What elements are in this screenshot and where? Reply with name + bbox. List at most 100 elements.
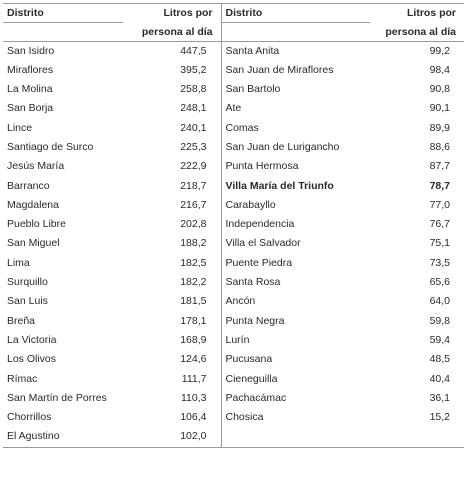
district-left-cell: Chorrillos <box>7 411 52 424</box>
liters-left-cell: 110,3 <box>181 391 207 404</box>
table-row: Surquillo 182,2 Santa Rosa 65,6 <box>3 273 464 293</box>
liters-right-cell: 59,4 <box>429 333 450 346</box>
district-right-cell: Independencia <box>220 215 370 235</box>
district-right-cell: Ancón <box>220 292 370 312</box>
district-right-cell: Punta Hermosa <box>220 157 370 177</box>
table-row: Rímac 111,7 Cieneguilla 40,4 <box>3 369 464 389</box>
table-row: San Miguel 188,2 Villa el Salvador 75,1 <box>3 234 464 254</box>
district-right-cell: San Bartolo <box>220 80 370 100</box>
table-header: Distrito Litros por Distrito Litros por … <box>3 3 464 42</box>
header-liters-right-line1: Litros por <box>370 3 464 23</box>
district-right-cell: Carabayllo <box>220 195 370 216</box>
liters-left-cell: 106,4 <box>180 411 207 424</box>
header-district-left: Distrito <box>3 3 123 23</box>
district-right-cell <box>220 427 370 448</box>
liters-right-cell: 64,0 <box>429 295 450 308</box>
table-row: San Luis 181,5 Ancón 64,0 <box>3 292 464 312</box>
liters-left-cell: 168,9 <box>180 333 207 346</box>
water-consumption-table: Distrito Litros por Distrito Litros por … <box>3 3 464 448</box>
district-right-cell: Puente Piedra <box>220 253 370 274</box>
table-row: Miraflores 395,2 San Juan de Miraflores 98,… <box>3 60 464 81</box>
table-row: Santiago de Surco 225,3 San Juan de Luriga… <box>3 137 464 158</box>
district-right-cell: Punta Negra <box>220 311 370 331</box>
district-right-cell: Santa Anita <box>220 41 370 61</box>
table-row: Los Olivos 124,6 Pucusana 48,5 <box>3 350 464 370</box>
header-district-left-blank <box>3 22 123 42</box>
liters-left-cell: 447,5 <box>180 44 207 57</box>
district-left-cell: Barranco <box>7 179 50 192</box>
district-left-cell: San Isidro <box>7 44 55 57</box>
liters-left-cell: 202,8 <box>180 218 207 231</box>
table-row: Barranco 218,7 Villa María del Triunfo 78,7 <box>3 176 464 196</box>
district-right-cell: Lurín <box>220 330 370 351</box>
table-body: San Isidro 447,5 Santa Anita 99,2 Miraflores… <box>3 41 464 448</box>
district-left-cell: San Borja <box>7 102 54 115</box>
district-left-cell: San Martín de Porres <box>7 391 107 404</box>
liters-right-cell: 87,7 <box>429 160 450 173</box>
district-right-cell: Pucusana <box>220 350 370 370</box>
liters-left-cell: 222,9 <box>180 160 207 173</box>
district-left-cell: Pueblo Libre <box>7 218 66 231</box>
table-row: San Borja 248,1 Ate 90,1 <box>3 99 464 119</box>
header-liters-left-line1: Litros por <box>123 3 221 23</box>
liters-left-cell: 225,3 <box>180 140 207 153</box>
liters-left-cell: 240,1 <box>180 121 207 134</box>
district-right-cell: San Juan de Lurigancho <box>220 137 370 158</box>
district-left-cell: Lince <box>7 121 33 134</box>
district-right-cell: Chosica <box>220 408 370 428</box>
district-right-cell: San Juan de Miraflores <box>220 60 370 81</box>
liters-right-cell: 76,7 <box>429 218 450 231</box>
liters-left-cell: 216,7 <box>180 198 207 211</box>
liters-left-cell: 395,2 <box>180 63 207 76</box>
header-district-right: Distrito <box>220 3 370 23</box>
district-right-cell: Villa el Salvador <box>220 234 370 254</box>
liters-left-cell: 181,5 <box>180 295 207 308</box>
liters-right-cell: 36,1 <box>429 391 450 404</box>
header-district-right-blank <box>220 22 370 42</box>
district-left-cell: La Molina <box>7 83 53 96</box>
liters-right-cell: 15,2 <box>429 411 450 424</box>
header-liters-left-line2: persona al día <box>123 22 221 42</box>
liters-right-cell: 78,7 <box>429 179 450 192</box>
district-left-cell: La Victoria <box>7 333 57 346</box>
liters-right-cell <box>370 427 464 448</box>
district-left-cell: Rímac <box>7 372 38 385</box>
liters-left-cell: 111,7 <box>181 372 207 385</box>
liters-right-cell: 88,6 <box>429 140 450 153</box>
liters-right-cell: 77,0 <box>429 198 450 211</box>
district-right-cell: Cieneguilla <box>220 369 370 389</box>
table-row: La Molina 258,8 San Bartolo 90,8 <box>3 80 464 100</box>
table-row: Lince 240,1 Comas 89,9 <box>3 118 464 138</box>
liters-right-cell: 75,1 <box>429 237 450 250</box>
liters-right-cell: 59,8 <box>429 314 450 327</box>
liters-right-cell: 90,8 <box>429 83 450 96</box>
district-left-cell: San Luis <box>7 295 48 308</box>
district-right-cell: Pachacámac <box>220 388 370 409</box>
district-left-cell: Surquillo <box>7 276 48 289</box>
district-right-cell: Comas <box>220 118 370 138</box>
liters-left-cell: 178,1 <box>180 314 207 327</box>
table-row: Chorrillos 106,4 Chosica 15,2 <box>3 408 464 428</box>
liters-left-cell: 102,0 <box>123 427 221 448</box>
liters-right-cell: 65,6 <box>429 276 450 289</box>
liters-right-cell: 89,9 <box>429 121 450 134</box>
table-row: Pueblo Libre 202,8 Independencia 76,7 <box>3 215 464 235</box>
district-left-cell: Santiago de Surco <box>7 140 94 153</box>
liters-left-cell: 182,5 <box>180 256 207 269</box>
liters-right-cell: 90,1 <box>429 102 450 115</box>
district-left-cell: San Miguel <box>7 237 60 250</box>
table-row: Magdalena 216,7 Carabayllo 77,0 <box>3 195 464 216</box>
district-left-cell: Jesús María <box>7 160 65 173</box>
table-row: Lima 182,5 Puente Piedra 73,5 <box>3 253 464 274</box>
liters-left-cell: 188,2 <box>180 237 207 250</box>
table-row: Jesús María 222,9 Punta Hermosa 87,7 <box>3 157 464 177</box>
district-right-cell: Ate <box>220 99 370 119</box>
district-left-cell: Breña <box>7 314 36 327</box>
table-row: San Martín de Porres 110,3 Pachacámac 36,1 <box>3 388 464 409</box>
district-left-cell: Los Olivos <box>7 353 57 366</box>
liters-right-cell: 99,2 <box>429 44 450 57</box>
liters-right-cell: 40,4 <box>429 372 450 385</box>
table-row: La Victoria 168,9 Lurín 59,4 <box>3 330 464 351</box>
district-left-cell: Miraflores <box>7 63 54 76</box>
